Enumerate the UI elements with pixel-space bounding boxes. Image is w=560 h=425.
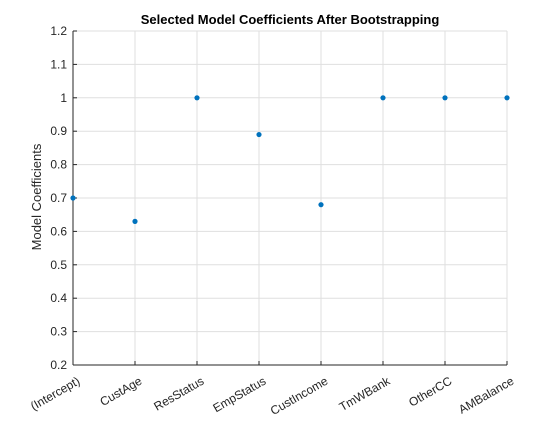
y-tick-label: 0.6: [50, 224, 67, 238]
y-tick-labels: 0.2 0.3 0.4 0.5 0.6 0.7 0.8 0.9 1 1.1 1.2: [50, 24, 67, 372]
y-tick-label: 0.5: [50, 258, 67, 272]
y-tick-label: 1.2: [50, 24, 67, 38]
data-point: [132, 218, 138, 224]
data-point: [70, 195, 76, 201]
x-tick-label: CustAge: [97, 374, 144, 409]
x-tick-label: AMBalance: [456, 374, 516, 417]
y-tick-label: 0.7: [50, 191, 67, 205]
grid-layer: [72, 30, 508, 366]
y-tick-label: 0.9: [50, 124, 67, 138]
y-axis-label: Model Coefficients: [29, 143, 44, 250]
data-point: [442, 95, 448, 101]
y-tick-label: 0.4: [50, 291, 67, 305]
data-point: [504, 95, 510, 101]
data-point: [318, 202, 324, 208]
data-points: [70, 95, 510, 224]
data-point: [380, 95, 386, 101]
chart-title: Selected Model Coefficients After Bootst…: [141, 12, 440, 27]
y-tick-label: 0.3: [50, 325, 67, 339]
x-tick-label: EmpStatus: [210, 374, 268, 415]
y-tick-label: 1.1: [50, 57, 67, 71]
data-point: [256, 131, 262, 138]
x-tick-label: (Intercept): [28, 374, 82, 413]
y-tick-label: 1: [60, 91, 67, 105]
x-tick-label: CustIncome: [268, 374, 331, 418]
x-tick-labels: (Intercept) CustAge ResStatus EmpStatus Cust…: [28, 373, 517, 418]
x-tick-label: ResStatus: [151, 374, 206, 414]
x-tick-label: OtherCC: [406, 374, 454, 410]
x-tick-label: TmWBank: [337, 373, 393, 414]
y-tick-label: 0.2: [50, 358, 67, 372]
data-point: [194, 95, 200, 101]
y-tick-label: 0.8: [50, 158, 67, 172]
